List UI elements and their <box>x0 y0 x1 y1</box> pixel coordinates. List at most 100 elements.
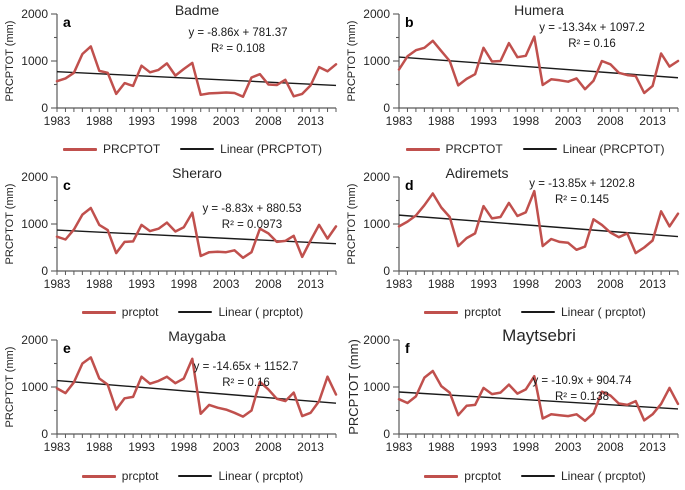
x-tick-label: 1988 <box>86 277 113 291</box>
series-line <box>55 45 338 98</box>
y-tick-label: 0 <box>41 427 48 441</box>
series-line <box>397 35 680 95</box>
r-squared-text: R² = 0.0973 <box>221 219 283 232</box>
y-axis-title: PRCPTOT (mm) <box>4 20 16 102</box>
y-tick-label: 2000 <box>363 333 390 347</box>
legend: PRCPTOT Linear (PRCPTOT) <box>387 142 683 156</box>
trend-equation: y = -8.83x + 880.53 R² = 0.0973 <box>162 201 342 233</box>
x-tick-label: 1983 <box>386 277 413 291</box>
series-line <box>55 356 338 418</box>
equation-text: y = -14.65x + 1152.7 <box>193 361 299 373</box>
series-legend-label: prcptot <box>464 469 501 483</box>
plot-area: 0 1000 2000 1983 1988 1993 1998 2003 2008 2013 <box>21 170 338 291</box>
trend-legend-label: Linear ( prcptot) <box>560 469 646 483</box>
trend-legend-label: Linear ( prcptot) <box>218 305 304 319</box>
trend-equation: y = -14.65x + 1152.7 R² = 0.16 <box>156 359 336 391</box>
y-tick-label: 0 <box>383 427 390 441</box>
x-tick-label: 1998 <box>512 114 539 128</box>
x-tick-label: 1988 <box>86 440 113 454</box>
trend-legend-line <box>178 311 213 313</box>
trend-legend-line <box>522 148 557 150</box>
legend: prcptot Linear ( prcptot) <box>45 469 340 483</box>
y-tick-label: 2000 <box>21 7 48 21</box>
y-tick-label: 2000 <box>21 170 48 184</box>
series-line <box>397 369 680 423</box>
plot-area: 0 1000 2000 1983 1988 1993 1998 2003 2008 2013 <box>21 7 338 128</box>
legend: PRCPTOT Linear (PRCPTOT) <box>45 142 340 156</box>
series-legend-line <box>63 147 98 151</box>
series-legend-line <box>81 310 116 314</box>
series-legend-label: prcptot <box>121 305 159 319</box>
panel-letter: d <box>405 177 414 193</box>
equation-text: y = -13.85x + 1202.8 <box>529 178 635 190</box>
x-tick-label: 1988 <box>86 114 113 128</box>
x-tick-label: 2003 <box>213 114 240 128</box>
y-tick-label: 2000 <box>21 333 48 347</box>
plot-area: 0 1000 2000 1983 1988 1993 1998 2003 2008 2013 <box>21 333 338 454</box>
y-tick-label: 1000 <box>363 54 390 68</box>
x-tick-label: 1988 <box>428 277 455 291</box>
series-legend-label: PRCPTOT <box>103 142 161 156</box>
x-tick-label: 1993 <box>128 440 155 454</box>
panel-letter: f <box>405 340 410 356</box>
x-tick-label: 2013 <box>297 277 324 291</box>
y-tick-label: 1000 <box>21 54 48 68</box>
trend-legend-label: Linear (PRCPTOT) <box>562 142 665 156</box>
trend-legend-line <box>180 148 215 150</box>
y-axis-title: PRCPTOT (mm) <box>346 183 358 265</box>
y-tick-label: 0 <box>383 101 390 115</box>
x-tick-label: 1983 <box>44 114 71 128</box>
series-legend-line <box>405 147 440 151</box>
x-tick-label: 1983 <box>44 440 71 454</box>
x-tick-label: 2003 <box>555 277 582 291</box>
y-tick-label: 1000 <box>363 380 390 394</box>
chart-panel-d: Adiremets d y = -13.85x + 1202.8 R² = 0.… <box>342 163 685 326</box>
x-tick-label: 2003 <box>213 440 240 454</box>
y-axis-title: PRCPTOT (mm) <box>4 183 16 265</box>
x-tick-label: 2013 <box>297 440 324 454</box>
y-axis-title: PRCPTOT (mm) <box>4 346 16 428</box>
trend-legend-line <box>520 475 555 477</box>
x-tick-label: 2013 <box>639 277 666 291</box>
series-line <box>397 189 680 255</box>
x-tick-label: 2013 <box>639 114 666 128</box>
x-tick-label: 2013 <box>639 440 666 454</box>
x-tick-label: 2003 <box>555 114 582 128</box>
r-squared-text: R² = 0.16 <box>222 377 270 390</box>
y-tick-label: 1000 <box>21 217 48 231</box>
x-tick-label: 2008 <box>597 277 624 291</box>
r-squared-text: R² = 0.108 <box>210 43 266 56</box>
chart-panel-a: Badme a y = -8.86x + 781.37 R² = 0.108 P… <box>0 0 342 163</box>
x-tick-label: 1993 <box>128 277 155 291</box>
y-tick-label: 2000 <box>363 7 390 21</box>
y-tick-label: 2000 <box>363 170 390 184</box>
chart-panel-f: Maytsebri f y = -10.9x + 904.74 R² = 0.1… <box>342 326 685 490</box>
trend-legend-line <box>178 475 213 477</box>
trend-equation: y = -8.86x + 781.37 R² = 0.108 <box>148 25 328 57</box>
x-tick-label: 2003 <box>213 277 240 291</box>
chart-panel-e: Maygaba e y = -14.65x + 1152.7 R² = 0.16… <box>0 326 342 490</box>
y-tick-label: 0 <box>41 101 48 115</box>
x-tick-label: 1993 <box>470 440 497 454</box>
series-line <box>55 206 338 260</box>
r-squared-text: R² = 0.138 <box>554 391 610 404</box>
y-tick-label: 0 <box>383 264 390 278</box>
panel-letter: e <box>63 340 71 356</box>
chart-title: Humera <box>514 2 564 18</box>
x-tick-label: 1998 <box>170 277 197 291</box>
x-tick-label: 2013 <box>297 114 324 128</box>
x-tick-label: 2008 <box>255 277 282 291</box>
x-tick-label: 1983 <box>44 277 71 291</box>
y-tick-label: 0 <box>41 264 48 278</box>
legend: prcptot Linear ( prcptot) <box>387 469 683 483</box>
x-tick-label: 2008 <box>255 114 282 128</box>
x-tick-label: 1993 <box>470 114 497 128</box>
x-tick-label: 2008 <box>597 114 624 128</box>
series-legend-line <box>424 474 459 478</box>
equation-text: y = -13.34x + 1097.2 <box>539 22 645 34</box>
trend-equation: y = -10.9x + 904.74 R² = 0.138 <box>492 373 672 405</box>
y-axis-title: PRCPTOT (mm) <box>346 20 358 102</box>
legend: prcptot Linear ( prcptot) <box>387 305 683 319</box>
chart-title: Badme <box>174 2 220 18</box>
